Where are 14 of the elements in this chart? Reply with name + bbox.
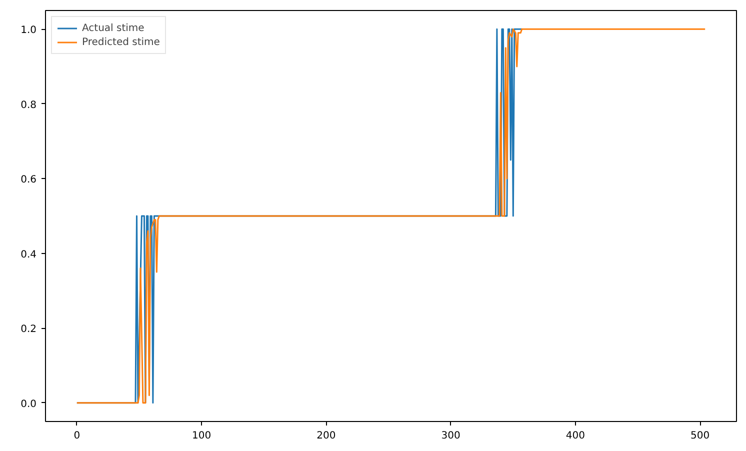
y-tick-label: 0.8 <box>20 100 37 111</box>
x-tick-label: 0 <box>74 430 80 442</box>
x-tick-label: 400 <box>566 430 586 442</box>
legend-label: Predicted stime <box>82 36 160 48</box>
y-tick-label: 1.0 <box>20 25 37 36</box>
x-tick-label: 500 <box>690 430 710 442</box>
legend-label: Actual stime <box>82 22 144 34</box>
x-tick-label: 200 <box>316 430 336 442</box>
y-tick-label: 0.2 <box>20 324 37 336</box>
x-tick-label: 100 <box>192 430 212 442</box>
y-tick-label: 0.4 <box>20 249 37 260</box>
y-tick-label: 0.0 <box>20 398 37 410</box>
y-tick-label: 0.6 <box>20 174 37 186</box>
x-tick-label: 300 <box>441 430 460 442</box>
